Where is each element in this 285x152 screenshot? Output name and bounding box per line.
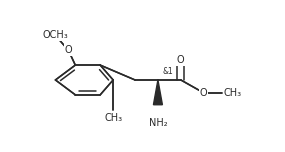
- Text: O: O: [200, 88, 207, 98]
- Text: NH₂: NH₂: [148, 118, 167, 128]
- Text: CH₃: CH₃: [224, 88, 242, 98]
- Text: O: O: [64, 45, 72, 55]
- Polygon shape: [153, 80, 162, 105]
- Text: O: O: [177, 55, 185, 65]
- Text: CH₃: CH₃: [104, 113, 122, 123]
- Text: OCH₃: OCH₃: [42, 30, 68, 40]
- Text: &1: &1: [163, 67, 174, 76]
